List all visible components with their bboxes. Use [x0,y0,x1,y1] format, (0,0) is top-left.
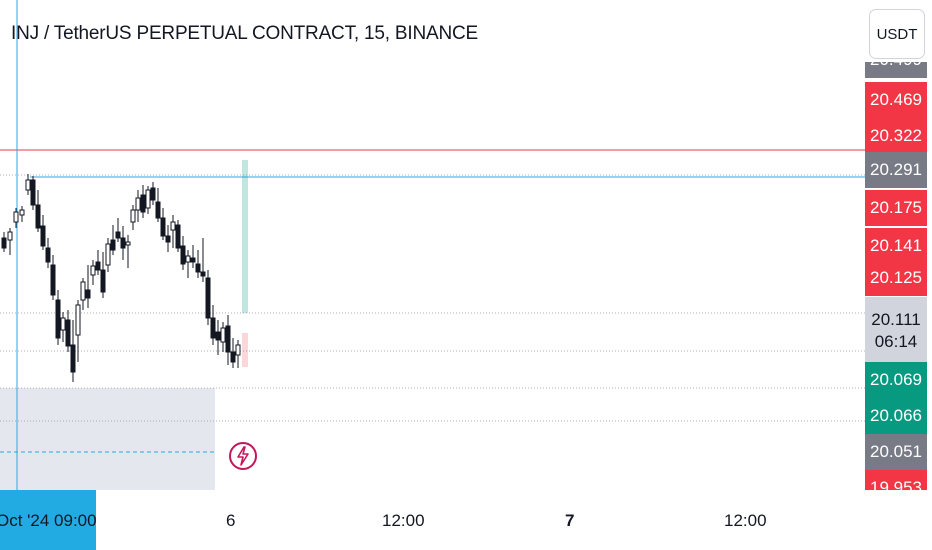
price-badge: 20.069 [865,362,927,398]
candle-body [165,235,171,243]
candle-body [200,271,206,277]
candle-body [115,231,121,239]
candle-body [230,351,236,363]
price-badge: 20.111 06:14 [865,297,927,365]
price-badge: 20.469 [865,82,927,118]
candle-body [95,261,101,271]
candle-body [35,204,41,229]
candle-body [7,231,13,241]
candle-body [135,197,141,211]
price-badge: 20.051 [865,434,927,470]
candle-body [145,189,151,209]
price-badge: 19.953 [865,470,927,490]
candle-body [190,257,196,263]
price-badge: 20.291 [865,152,927,188]
candle-body [105,243,111,266]
crosshair-time-text: Oct '24 09:00 [0,511,97,530]
time-axis[interactable]: Oct '24 09:00 6 12:00 7 12:00 [0,490,932,550]
time-label-7: 7 [565,511,575,530]
candle-body [170,221,176,231]
candle-body [85,289,91,299]
candle-body [45,247,51,263]
candle-body [120,237,126,249]
candle-body [150,187,156,201]
candle-body [65,319,71,347]
candle-body [50,264,56,296]
candle-body [30,179,36,206]
symbol-title[interactable]: INJ / TetherUS PERPETUAL CONTRACT, 15, B… [11,23,478,44]
candle-body [75,304,81,336]
candle-body [225,325,231,353]
price-badge: 20.499 [865,62,927,78]
price-badge: 20.322 [865,118,927,154]
candle-body [110,239,116,251]
candle-body [175,224,181,249]
currency-button[interactable]: USDT [869,9,925,59]
candle-body [205,277,211,319]
candle-body [155,201,161,219]
candle-body [55,299,61,339]
candle-body [195,263,201,273]
time-label-1200-b: 12:00 [724,511,767,530]
time-label-6: 6 [226,511,236,530]
price-badge: 20.141 [865,228,927,264]
target-zone [242,160,248,313]
candle-body [220,327,226,343]
lightning-icon[interactable] [229,442,257,470]
crosshair-time-label: Oct '24 09:00 [0,490,97,550]
time-label-1200-a: 12:00 [382,511,425,530]
price-badge: 20.175 [865,190,927,226]
candle-body [90,265,96,276]
candle-body [185,255,191,263]
candle-body [60,317,66,331]
stop-zone [242,333,248,367]
candle-body [140,194,146,213]
candle-body [19,209,25,216]
price-badge-value: 20.111 [871,310,921,329]
candle-body [100,269,106,293]
countdown-text: 06:14 [874,332,918,351]
candle-body [130,209,136,223]
candlestick-chart[interactable] [0,0,865,490]
candle-body [160,217,166,237]
chart-pane[interactable]: INJ / TetherUS PERPETUAL CONTRACT, 15, B… [0,0,865,490]
candle-body [210,317,216,339]
price-badge: 20.125 [865,260,927,296]
candle-body [25,179,31,191]
candle-body [70,344,76,373]
candle-body [40,225,46,247]
candle-body [235,344,241,356]
candle-body [1,237,7,249]
candle-body [215,331,221,341]
candle-body [13,211,19,223]
candle-body [80,281,86,301]
price-badge: 20.066 [865,398,927,434]
candle-body [125,241,131,246]
price-axis[interactable]: 20.49920.46920.32220.29120.17520.14120.1… [865,62,932,490]
highlight-zone [0,388,215,490]
candle-body [180,245,186,265]
